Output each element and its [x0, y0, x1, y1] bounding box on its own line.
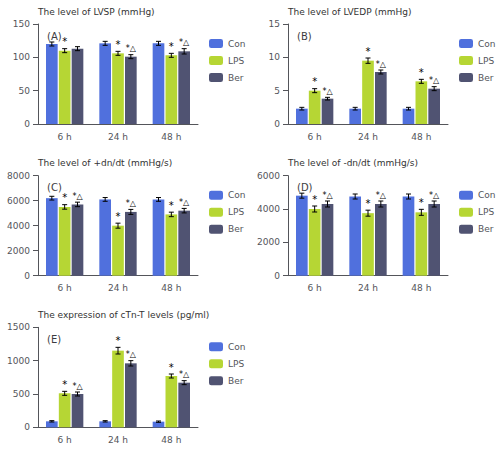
svg-text:LPS: LPS: [228, 359, 244, 369]
svg-text:*: *: [366, 198, 371, 209]
svg-text:150: 150: [13, 19, 30, 29]
svg-text:50: 50: [19, 86, 31, 96]
svg-text:24 h: 24 h: [108, 435, 128, 445]
svg-text:*△: *△: [179, 370, 190, 379]
svg-text:*△: *△: [322, 191, 333, 200]
svg-text:4000: 4000: [257, 204, 280, 214]
svg-text:6 h: 6 h: [58, 283, 72, 293]
svg-text:The level of -dn/dt (mmHg/s): The level of -dn/dt (mmHg/s): [287, 158, 418, 168]
svg-text:*△: *△: [376, 60, 387, 69]
svg-text:*: *: [169, 200, 174, 211]
svg-text:0: 0: [24, 422, 30, 432]
svg-text:24 h: 24 h: [358, 283, 378, 293]
svg-text:0: 0: [274, 271, 280, 281]
svg-text:*: *: [169, 41, 174, 52]
svg-text:5: 5: [274, 86, 280, 96]
svg-text:500: 500: [13, 389, 30, 399]
svg-text:*△: *△: [179, 38, 190, 47]
svg-text:6 h: 6 h: [308, 283, 322, 293]
svg-text:Ber: Ber: [228, 376, 244, 386]
svg-text:24 h: 24 h: [358, 132, 378, 142]
svg-text:*: *: [312, 194, 317, 205]
svg-text:*: *: [419, 197, 424, 208]
svg-text:48 h: 48 h: [161, 283, 181, 293]
svg-text:*△: *△: [72, 192, 83, 201]
svg-text:The expression of cTn-T levels: The expression of cTn-T levels (pg/ml): [37, 310, 209, 320]
svg-text:Ber: Ber: [478, 73, 494, 83]
svg-text:LPS: LPS: [478, 56, 494, 66]
svg-text:*: *: [419, 67, 424, 78]
svg-text:Con: Con: [228, 39, 246, 49]
svg-text:100: 100: [13, 52, 30, 62]
svg-text:8000: 8000: [7, 171, 30, 181]
svg-text:48 h: 48 h: [411, 132, 431, 142]
svg-text:*: *: [62, 379, 67, 390]
svg-text:*: *: [366, 46, 371, 57]
svg-text:*△: *△: [126, 44, 137, 53]
svg-text:*△: *△: [72, 382, 83, 391]
svg-text:LPS: LPS: [228, 207, 244, 217]
svg-text:(A): (A): [47, 31, 62, 42]
svg-text:*: *: [312, 76, 317, 87]
svg-text:6000: 6000: [7, 196, 30, 206]
svg-text:10: 10: [269, 52, 281, 62]
svg-text:0: 0: [24, 119, 30, 129]
svg-text:24 h: 24 h: [108, 283, 128, 293]
svg-text:6 h: 6 h: [58, 435, 72, 445]
svg-text:(D): (D): [297, 182, 313, 193]
svg-text:Ber: Ber: [228, 73, 244, 83]
svg-text:6000: 6000: [257, 171, 280, 181]
svg-text:The level of +dn/dt (mmHg/s): The level of +dn/dt (mmHg/s): [37, 158, 172, 168]
svg-text:*△: *△: [376, 191, 387, 200]
svg-text:*△: *△: [179, 198, 190, 207]
svg-text:*: *: [169, 362, 174, 373]
svg-text:0: 0: [274, 119, 280, 129]
svg-text:LPS: LPS: [478, 207, 494, 217]
svg-text:48 h: 48 h: [161, 435, 181, 445]
svg-text:The level of LVEDP (mmHg): The level of LVEDP (mmHg): [287, 7, 412, 17]
svg-text:*△: *△: [126, 199, 137, 208]
svg-text:Con: Con: [228, 342, 246, 352]
svg-text:2000: 2000: [7, 246, 30, 256]
svg-text:The level of LVSP (mmHg): The level of LVSP (mmHg): [37, 7, 155, 17]
svg-text:24 h: 24 h: [108, 132, 128, 142]
svg-text:6 h: 6 h: [58, 132, 72, 142]
svg-text:Con: Con: [228, 190, 246, 200]
svg-text:48 h: 48 h: [161, 132, 181, 142]
svg-text:*: *: [62, 36, 67, 47]
svg-text:1500: 1500: [7, 322, 30, 332]
svg-text:(E): (E): [47, 334, 61, 345]
svg-text:0: 0: [24, 271, 30, 281]
svg-text:*△: *△: [429, 76, 440, 85]
svg-text:LPS: LPS: [228, 56, 244, 66]
svg-text:Ber: Ber: [478, 224, 494, 234]
svg-text:*△: *△: [429, 191, 440, 200]
svg-text:Ber: Ber: [228, 224, 244, 234]
svg-text:*: *: [116, 39, 121, 50]
svg-text:(B): (B): [297, 31, 312, 42]
svg-text:4000: 4000: [7, 221, 30, 231]
svg-text:(C): (C): [47, 182, 62, 193]
svg-text:*: *: [62, 192, 67, 203]
svg-text:Con: Con: [478, 39, 496, 49]
svg-text:Con: Con: [478, 190, 496, 200]
svg-text:48 h: 48 h: [411, 283, 431, 293]
svg-text:*△: *△: [322, 87, 333, 96]
svg-text:*: *: [116, 211, 121, 222]
svg-text:*: *: [116, 335, 121, 346]
svg-text:1000: 1000: [7, 356, 30, 366]
svg-text:6 h: 6 h: [308, 132, 322, 142]
svg-text:*△: *△: [126, 350, 137, 359]
svg-text:15: 15: [269, 19, 280, 29]
svg-text:2000: 2000: [257, 237, 280, 247]
